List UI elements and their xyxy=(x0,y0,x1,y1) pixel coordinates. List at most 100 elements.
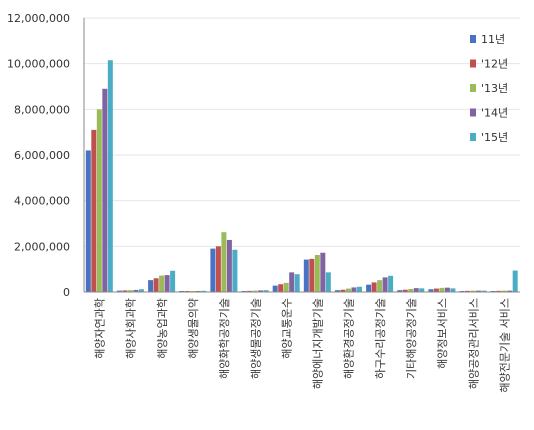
bar xyxy=(351,287,357,292)
bar xyxy=(408,289,414,292)
bar xyxy=(258,290,264,292)
bar xyxy=(232,249,238,292)
bar xyxy=(450,288,456,292)
bar xyxy=(428,289,434,292)
legend-label: '15년 xyxy=(481,131,508,144)
bar xyxy=(247,290,253,292)
legend-label: '13년 xyxy=(481,82,508,95)
bar xyxy=(320,252,326,292)
bar xyxy=(127,290,133,292)
bar xyxy=(116,290,122,292)
bar xyxy=(252,290,258,292)
y-tick-label: 8,000,000 xyxy=(14,103,70,116)
x-tick-label: 해양환경공정기술 xyxy=(342,298,356,379)
bar xyxy=(413,288,419,292)
bar xyxy=(439,287,445,292)
bar xyxy=(496,290,502,292)
x-tick-label: 해양에너지개발기술 xyxy=(311,298,325,389)
bar xyxy=(303,259,309,292)
bar xyxy=(289,272,295,292)
legend-swatch xyxy=(470,59,476,68)
bar xyxy=(382,277,388,292)
bar xyxy=(148,280,154,292)
bar xyxy=(201,290,207,292)
legend: 11년 '12년 '13년 '14년 '15년 xyxy=(470,33,508,144)
bar xyxy=(309,258,315,292)
y-tick-label: 0 xyxy=(63,286,70,299)
bar xyxy=(397,290,403,292)
legend-label: '12년 xyxy=(481,58,508,71)
bar xyxy=(226,239,232,292)
x-axis-tick-labels: 해양자연과학 해양사회과학 해양농업과학 해양생물의약 해양화학공정기술 해양생물공정기술… xyxy=(93,298,512,393)
bar xyxy=(465,290,471,292)
bar xyxy=(170,270,176,292)
x-tick-label: 해양생물의약 xyxy=(186,298,200,359)
x-tick-label: 하구수리공정기술 xyxy=(373,298,387,379)
bar xyxy=(314,255,320,292)
x-tick-label: 해양생물공정기술 xyxy=(248,298,262,379)
x-tick-label: 해양화학공정기술 xyxy=(217,298,231,379)
bar xyxy=(278,284,284,292)
bar xyxy=(283,282,289,292)
bar xyxy=(476,290,482,292)
legend-label: 11년 xyxy=(481,33,505,46)
legend-swatch xyxy=(470,84,476,92)
x-tick-label: 해양공정관리서비스 xyxy=(466,298,480,389)
bar xyxy=(210,248,216,292)
bar xyxy=(356,286,362,292)
bar xyxy=(263,290,269,292)
grid-lines xyxy=(84,17,520,247)
y-tick-label: 6,000,000 xyxy=(14,149,70,162)
x-tick-label: 해양자연과학 xyxy=(93,298,107,359)
bar xyxy=(221,232,227,292)
bar xyxy=(102,88,108,292)
legend-label: '14년 xyxy=(481,107,508,120)
bar xyxy=(294,274,300,292)
bar xyxy=(133,289,139,292)
legend-swatch xyxy=(470,35,476,43)
bar xyxy=(159,275,165,292)
x-tick-label: 기타해양공정기술 xyxy=(404,298,418,379)
bar xyxy=(377,280,383,292)
x-tick-label: 해양전문기술 서비스 xyxy=(497,298,511,393)
legend-swatch xyxy=(470,108,476,117)
bar xyxy=(122,290,128,292)
bar xyxy=(215,246,221,292)
bar xyxy=(164,275,170,292)
bar xyxy=(325,272,331,292)
bar xyxy=(366,284,372,292)
bar xyxy=(91,129,97,292)
bar xyxy=(153,278,159,292)
x-tick-label: 해양교통운수 xyxy=(279,298,293,359)
bar xyxy=(138,289,144,292)
bar xyxy=(345,288,351,292)
y-tick-label: 4,000,000 xyxy=(14,195,70,208)
bar xyxy=(388,275,394,292)
bar xyxy=(419,288,425,292)
x-tick-label: 해양정보서비스 xyxy=(435,298,449,369)
y-tick-label: 12,000,000 xyxy=(7,12,70,25)
y-tick-label: 10,000,000 xyxy=(7,58,70,71)
x-tick-label: 해양사회과학 xyxy=(124,298,138,359)
bar xyxy=(470,290,476,292)
bar xyxy=(107,60,113,292)
bars xyxy=(85,60,518,292)
legend-swatch xyxy=(470,133,476,141)
bar xyxy=(507,290,513,292)
bar xyxy=(433,288,439,292)
bar xyxy=(481,290,487,292)
x-tick-label: 해양농업과학 xyxy=(155,298,169,359)
bar xyxy=(272,285,278,292)
y-tick-label: 2,000,000 xyxy=(14,240,70,253)
bar xyxy=(512,270,518,292)
bar xyxy=(334,290,340,292)
bar xyxy=(444,287,450,292)
bar xyxy=(85,150,91,292)
bar xyxy=(371,282,377,292)
y-axis-tick-labels: 0 2,000,000 4,000,000 6,000,000 8,000,000 10,… xyxy=(7,12,70,299)
bar xyxy=(96,109,102,292)
bar xyxy=(501,290,507,292)
bar xyxy=(340,289,346,292)
bar xyxy=(402,289,408,292)
